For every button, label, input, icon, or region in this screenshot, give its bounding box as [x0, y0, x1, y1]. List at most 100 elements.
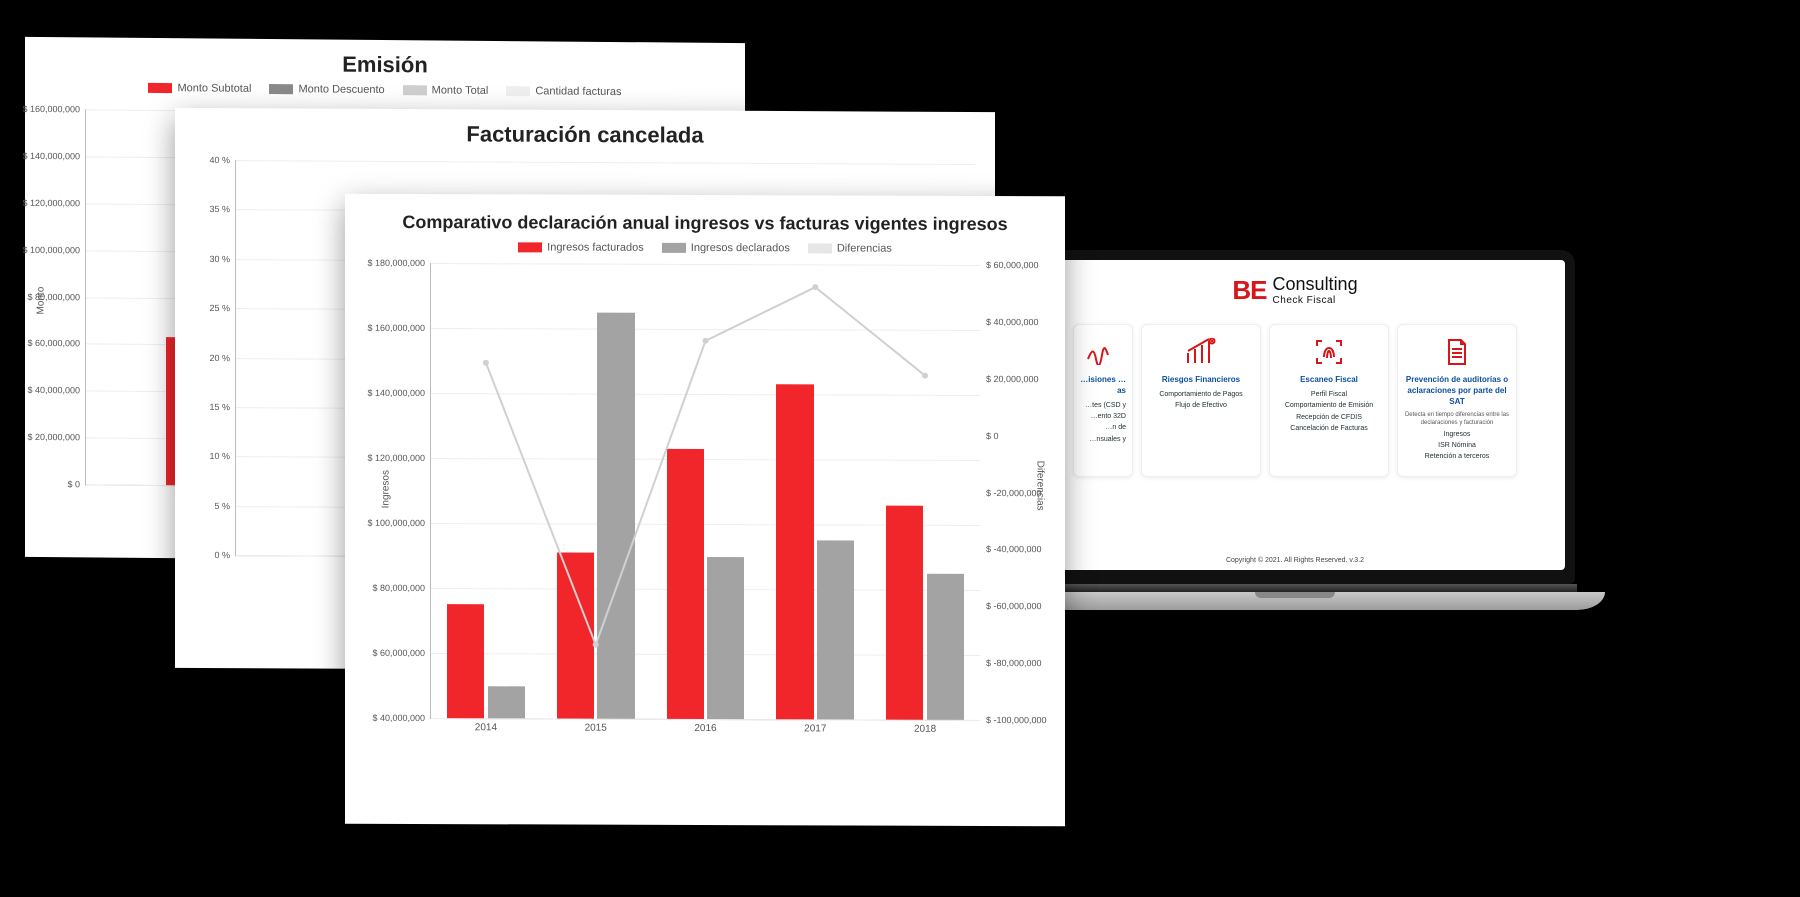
legend-swatch	[269, 84, 293, 94]
legend-item: Cantidad facturas	[506, 85, 621, 98]
card-line: …nsuales y	[1074, 435, 1126, 444]
line-series	[431, 263, 980, 720]
card-prevencion[interactable]: Prevención de auditorías o aclaraciones …	[1397, 324, 1517, 477]
xtick: 2017	[804, 719, 826, 734]
ytick: $ 0	[67, 479, 86, 489]
card-line: …ento 32D	[1074, 412, 1126, 421]
card-line: Recepción de CFDIS	[1276, 413, 1382, 422]
ytick-right: $ -40,000,000	[980, 544, 1042, 554]
card-line: Comportamiento de Pagos	[1148, 390, 1254, 399]
laptop-screen: BE Consulting Check Fiscal …isiones …as …	[1025, 260, 1565, 570]
ytick: 35 %	[209, 204, 236, 214]
ytick: $ 60,000,000	[372, 648, 431, 658]
legend-item: Monto Total	[403, 84, 489, 97]
brand-line2: Check Fiscal	[1273, 295, 1358, 306]
laptop-base	[985, 592, 1605, 610]
laptop-frame: BE Consulting Check Fiscal …isiones …as …	[1015, 250, 1575, 584]
ytick: 10 %	[209, 451, 236, 461]
ytick: $ 60,000,000	[27, 338, 86, 349]
ytick-right: $ 20,000,000	[980, 374, 1039, 384]
legend-swatch	[662, 243, 686, 253]
panel-comparativo-ylabel2: Diferencias	[1035, 461, 1046, 511]
card-escaneo[interactable]: Escaneo Fiscal Perfil Fiscal Comportamie…	[1269, 324, 1389, 477]
panel-comparativo-ylabel: Ingresos	[381, 470, 392, 508]
legend-label: Monto Subtotal	[177, 82, 251, 95]
brand-text: Consulting Check Fiscal	[1267, 274, 1358, 306]
card-escaneo-title: Escaneo Fiscal	[1276, 375, 1382, 386]
panel-comparativo: Comparativo declaración anual ingresos v…	[345, 194, 1065, 827]
card-riesgos[interactable]: Riesgos Financieros Comportamiento de Pa…	[1141, 324, 1261, 477]
xtick: 2016	[694, 719, 716, 734]
legend-swatch	[148, 83, 172, 93]
ytick: 25 %	[209, 303, 236, 313]
legend-item: Ingresos facturados	[518, 241, 644, 253]
ytick: $ 140,000,000	[22, 151, 86, 162]
xtick: 2015	[585, 719, 607, 734]
cards-row: …isiones …as …tes (CSD y …ento 32D …n de…	[1037, 324, 1553, 477]
ytick: $ 80,000,000	[372, 583, 431, 593]
ytick: $ 100,000,000	[367, 518, 431, 528]
card-line: Comportamiento de Emisión	[1276, 401, 1382, 410]
panel-emision-ylabel: Monto	[36, 287, 47, 315]
legend-item: Ingresos declarados	[662, 242, 790, 254]
legend-swatch	[808, 243, 832, 253]
card-line: …n de	[1074, 423, 1126, 432]
legend-swatch	[506, 86, 530, 96]
legend-label: Monto Descuento	[298, 83, 384, 96]
ytick: $ 120,000,000	[367, 453, 431, 463]
ytick-right: $ -60,000,000	[980, 601, 1042, 611]
card-prevencion-title: Prevención de auditorías o aclaraciones …	[1404, 375, 1510, 407]
legend-item: Diferencias	[808, 242, 892, 254]
ytick-right: $ -100,000,000	[980, 715, 1047, 725]
brand-mark: BE	[1232, 275, 1266, 306]
ytick: $ 100,000,000	[22, 244, 86, 255]
copyright: Copyright © 2021. All Rights Reserved. v…	[1025, 557, 1565, 564]
legend-item: Monto Descuento	[269, 83, 384, 96]
xtick: 2018	[914, 720, 936, 735]
panel-cancelada-title: Facturación cancelada	[175, 108, 995, 156]
card-prevencion-sub: Detecta en tiempo diferencias entre las …	[1404, 411, 1510, 427]
ytick: 0 %	[214, 550, 236, 560]
legend-label: Ingresos facturados	[547, 241, 644, 253]
ytick: 40 %	[209, 155, 236, 165]
fingerprint-scan-icon	[1276, 335, 1382, 369]
document-icon	[1404, 335, 1510, 369]
ytick: $ 140,000,000	[367, 388, 431, 398]
panel-emision-title: Emisión	[25, 37, 745, 87]
panel-comparativo-title: Comparativo declaración anual ingresos v…	[345, 194, 1065, 244]
legend-label: Diferencias	[837, 242, 892, 254]
legend-item: Monto Subtotal	[148, 82, 251, 95]
ytick-right: $ 0	[980, 431, 999, 441]
card-partial-title: …isiones …as	[1074, 375, 1126, 397]
legend-swatch	[403, 85, 427, 95]
laptop-hinge	[1013, 584, 1577, 592]
laptop: BE Consulting Check Fiscal …isiones …as …	[1015, 250, 1575, 610]
ytick-right: $ 60,000,000	[980, 260, 1039, 270]
ytick: $ 160,000,000	[367, 323, 431, 333]
card-line: Retención a terceros	[1404, 452, 1510, 461]
ytick: $ 40,000,000	[372, 713, 431, 723]
ytick-right: $ -20,000,000	[980, 487, 1042, 497]
card-line: …tes (CSD y	[1074, 401, 1126, 410]
legend-label: Cantidad facturas	[535, 85, 621, 98]
ytick: $ 20,000,000	[27, 432, 86, 443]
brand-line1: Consulting	[1273, 274, 1358, 295]
ytick: 20 %	[209, 353, 236, 363]
panel-comparativo-legend: Ingresos facturados Ingresos declarados Di…	[345, 241, 1065, 262]
ytick: 15 %	[209, 402, 236, 412]
card-riesgos-title: Riesgos Financieros	[1148, 375, 1254, 386]
card-line: ISR Nómina	[1404, 441, 1510, 450]
signature-icon	[1074, 335, 1126, 369]
legend-label: Monto Total	[432, 84, 489, 96]
ytick: 5 %	[214, 501, 236, 511]
brand: BE Consulting Check Fiscal	[1037, 274, 1553, 324]
ytick: $ 160,000,000	[22, 104, 86, 115]
ytick-right: $ -80,000,000	[980, 658, 1042, 668]
card-line: Cancelación de Facturas	[1276, 424, 1382, 433]
card-partial[interactable]: …isiones …as …tes (CSD y …ento 32D …n de…	[1073, 324, 1133, 477]
bar-growth-icon	[1148, 335, 1254, 369]
legend-label: Ingresos declarados	[691, 242, 790, 254]
xtick: 2014	[475, 718, 497, 733]
legend-swatch	[518, 242, 542, 252]
ytick: $ 40,000,000	[27, 385, 86, 396]
